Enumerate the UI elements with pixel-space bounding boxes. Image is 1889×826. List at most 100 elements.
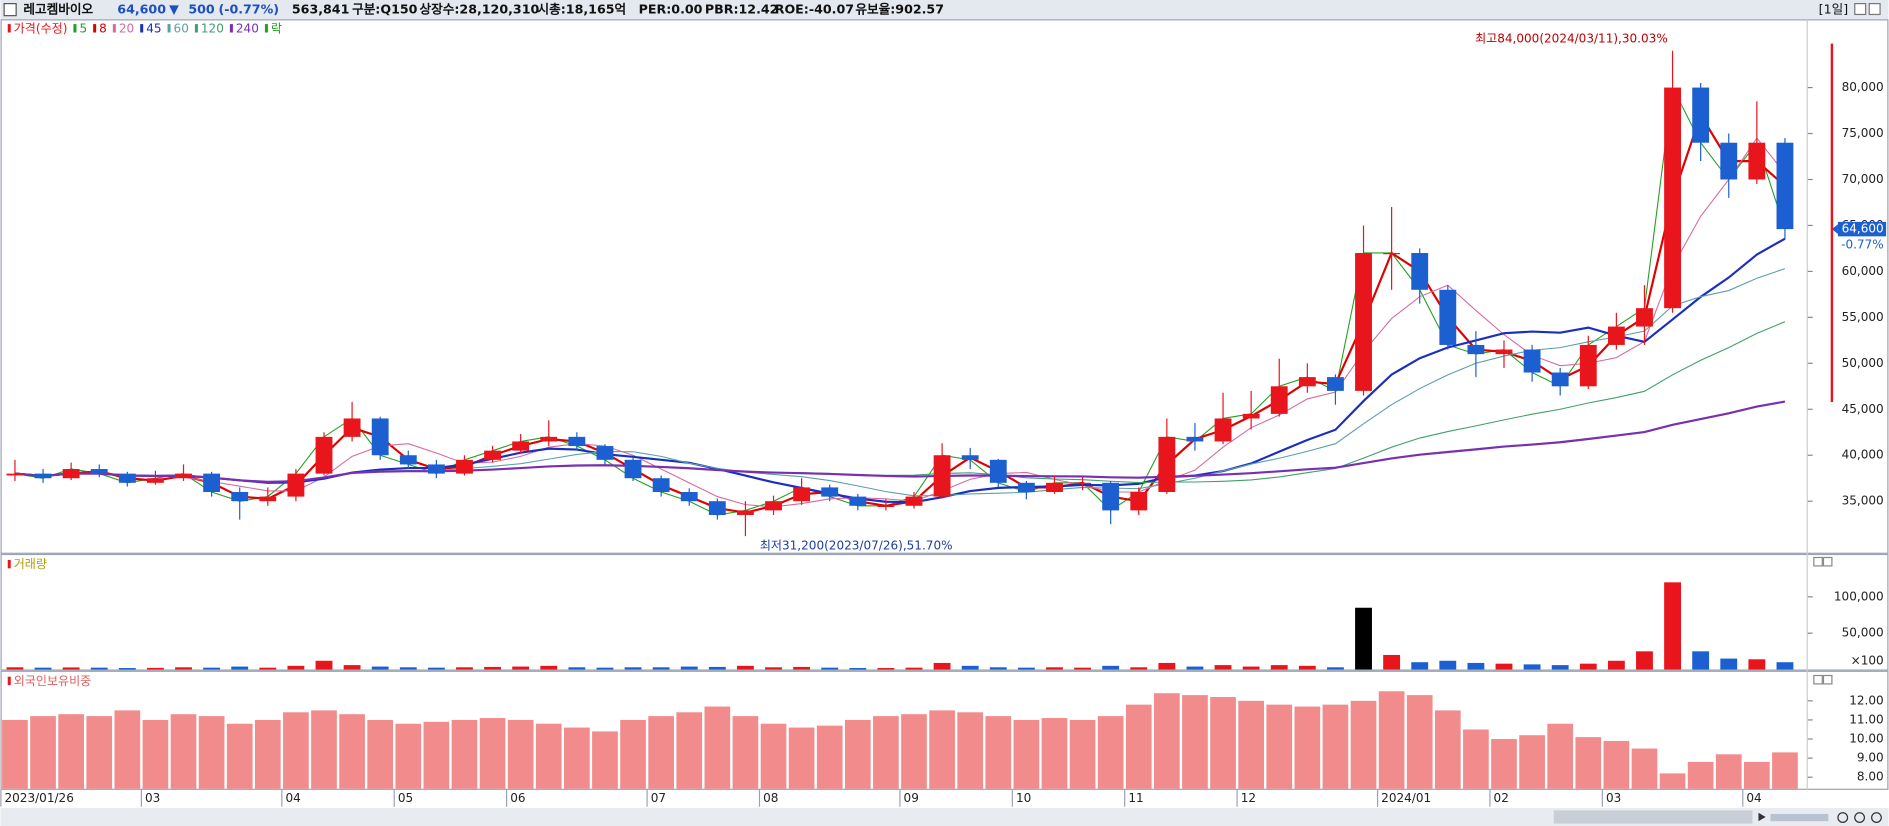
foreign-bar <box>114 710 141 789</box>
y-tick-label: 50,000 <box>1842 626 1884 640</box>
pane-button[interactable] <box>1813 674 1823 685</box>
legend-swatch <box>264 24 268 33</box>
candle-body <box>736 510 754 515</box>
legend-ma: 8 <box>99 21 107 35</box>
volume-bar <box>1664 582 1681 670</box>
zoom-slider[interactable] <box>1770 813 1829 822</box>
volume-bar <box>1383 654 1401 670</box>
volume-bar <box>821 667 839 670</box>
y-tick-label: 100,000 <box>1834 589 1884 603</box>
legend-ma: 45 <box>146 21 161 35</box>
candle-body <box>1270 386 1288 414</box>
volume-bar <box>877 668 895 670</box>
candle-body <box>624 459 642 479</box>
pane-button[interactable] <box>1813 556 1823 567</box>
foreign-bar <box>86 716 113 789</box>
candle-body <box>34 473 52 479</box>
volume-bar <box>1242 666 1260 670</box>
volume-bar <box>1523 664 1541 670</box>
volume-bar <box>1776 662 1794 670</box>
candle-body <box>1607 326 1625 345</box>
candle-body <box>1664 87 1681 309</box>
candle-body <box>1523 349 1541 373</box>
y-tick-label: 60,000 <box>1842 264 1884 278</box>
candle-body <box>1411 253 1429 290</box>
foreign-bar <box>844 719 871 789</box>
zoom-in[interactable] <box>1854 812 1866 823</box>
foreign-bar <box>1013 719 1040 789</box>
foreign-bar <box>1575 737 1602 789</box>
volume-bar <box>399 667 417 670</box>
legend-ma: 60 <box>174 21 189 35</box>
candle-body <box>1467 344 1485 355</box>
foreign-bar <box>507 719 534 789</box>
candle-body <box>1242 413 1260 419</box>
zoom-reset[interactable] <box>1871 812 1882 823</box>
volume: 563,841 <box>292 2 350 17</box>
foreign-bar <box>732 716 759 789</box>
scroll-arrow[interactable] <box>1758 812 1766 822</box>
foreign-bar <box>957 712 984 789</box>
x-tick-label: 04 <box>285 791 300 805</box>
candle-body <box>315 436 333 474</box>
foreign-bar <box>1659 773 1686 789</box>
foreign-bar <box>198 716 225 789</box>
volume-bar <box>1158 662 1176 670</box>
x-tick-label: 12 <box>1241 791 1256 805</box>
candle-body <box>821 487 839 497</box>
moving-average <box>14 112 1786 514</box>
close-button[interactable] <box>1868 3 1881 16</box>
volume-bar <box>1102 665 1120 670</box>
x-tick-label: 11 <box>1128 791 1143 805</box>
volume-unit: ×100 <box>1851 654 1884 668</box>
price-tag-label: 64,600 <box>1842 222 1884 236</box>
candle-body <box>343 418 361 437</box>
volume-bar <box>146 667 164 670</box>
foreign-bar <box>1322 704 1349 789</box>
foreign-bar <box>788 727 815 789</box>
price-range-bar <box>1830 43 1834 403</box>
pane-button[interactable] <box>1822 556 1833 567</box>
y-tick-label: 50,000 <box>1842 356 1884 370</box>
window-button[interactable] <box>1854 3 1867 16</box>
candle-body <box>568 436 586 447</box>
volume-bar <box>315 660 333 670</box>
zoom-out[interactable] <box>1837 812 1849 823</box>
candle-body <box>1748 142 1766 180</box>
volume-bar <box>933 662 951 670</box>
volume-bar <box>1130 667 1148 670</box>
foreign-bar <box>1744 761 1770 789</box>
candle-body <box>512 441 530 451</box>
candle-body <box>933 455 951 497</box>
candle-body <box>146 478 164 483</box>
candle-body <box>1495 349 1513 355</box>
y-tick-label: 35,000 <box>1842 494 1884 508</box>
y-tick-label: 55,000 <box>1842 310 1884 324</box>
volume-bar <box>708 666 726 670</box>
candle-body <box>62 469 80 479</box>
header-field: 시총:18,165억 <box>538 2 627 17</box>
x-tick-label: 03 <box>1606 791 1621 805</box>
scroll-thumb[interactable] <box>1553 810 1753 824</box>
candle-body <box>231 492 249 502</box>
foreign-bar <box>283 712 309 789</box>
legend-ma: 20 <box>119 21 134 35</box>
candle-body <box>90 469 108 474</box>
scrollbar[interactable] <box>0 807 1889 826</box>
volume-bar <box>1748 659 1766 670</box>
foreign-bar <box>254 719 281 789</box>
checkbox[interactable] <box>3 3 17 17</box>
legend-ma: 5 <box>79 21 87 35</box>
price-tag-change: -0.77% <box>1841 237 1884 251</box>
volume-bar <box>1074 667 1091 670</box>
volume-bar <box>287 665 305 670</box>
legend-ma: 120 <box>201 21 224 35</box>
x-tick-label: 02 <box>1494 791 1509 805</box>
foreign-bar <box>1182 695 1208 789</box>
candle-body <box>1636 308 1653 327</box>
pane-button[interactable] <box>1822 674 1833 685</box>
y-tick-label: 11.00 <box>1849 712 1883 726</box>
candle-body <box>680 492 698 502</box>
foreign-bar <box>1210 697 1236 789</box>
period[interactable]: [1일] <box>1819 2 1849 17</box>
